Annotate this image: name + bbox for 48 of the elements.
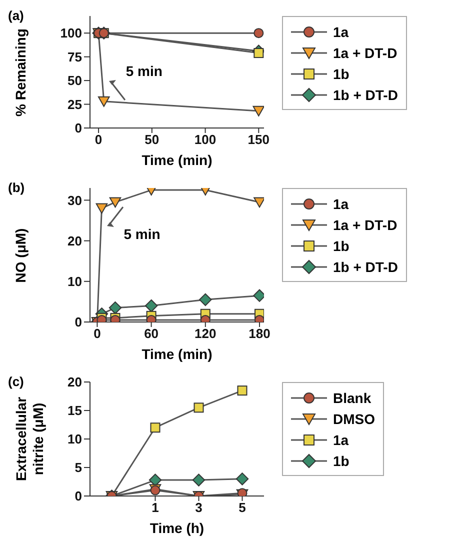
y-tick-label: 0 bbox=[74, 120, 82, 136]
y-tick-label: 100 bbox=[60, 26, 82, 41]
legend-label: 1b + DT-D bbox=[332, 86, 398, 104]
y-tick-label: 75 bbox=[68, 49, 82, 64]
x-tick-label: 180 bbox=[248, 326, 270, 342]
chart-title: (a) bbox=[8, 8, 24, 23]
x-tick-label: 100 bbox=[194, 132, 216, 148]
x-axis-title: Time (min) bbox=[140, 152, 214, 168]
y-axis-title: Extracellular nitrite (μM) bbox=[13, 396, 47, 482]
legend-label: 1b bbox=[332, 452, 350, 470]
chart-title: (b) bbox=[8, 180, 25, 195]
legend-label: 1a bbox=[332, 430, 350, 450]
legend-label: DMSO bbox=[332, 410, 375, 428]
y-axis-title: NO (μM) bbox=[12, 228, 30, 282]
x-tick-label: 120 bbox=[194, 326, 216, 342]
x-tick-label: 60 bbox=[144, 326, 159, 342]
legend-label: 1a bbox=[332, 194, 350, 214]
y-tick-label: 0 bbox=[74, 314, 82, 330]
x-tick-label: 50 bbox=[144, 132, 160, 148]
legend-label: 1a + DT-D bbox=[332, 44, 398, 62]
x-axis-title: Time (min) bbox=[140, 346, 214, 362]
x-tick-label: 3 bbox=[195, 500, 202, 516]
y-tick-label: 20 bbox=[68, 233, 82, 248]
x-axis-title: Time (h) bbox=[148, 520, 206, 536]
legend-label: 1b bbox=[332, 236, 350, 256]
y-tick-label: 25 bbox=[68, 96, 82, 112]
y-tick-label: 10 bbox=[68, 274, 82, 290]
annotation: 5 min bbox=[126, 63, 162, 80]
chart-title: (c) bbox=[8, 374, 24, 389]
x-tick-label: 150 bbox=[248, 132, 270, 148]
legend-label: 1b bbox=[332, 64, 350, 84]
legend-label: 1b + DT-D bbox=[332, 258, 398, 276]
x-tick-label: 0 bbox=[94, 326, 101, 342]
x-tick-label: 0 bbox=[94, 132, 102, 148]
y-tick-label: 30 bbox=[68, 192, 82, 208]
y-tick-label: 0 bbox=[74, 488, 82, 504]
legend-label: Blank bbox=[332, 388, 372, 408]
y-axis-title: % Remaining bbox=[12, 28, 30, 116]
y-tick-label: 5 bbox=[74, 460, 82, 476]
y-tick-label: 20 bbox=[68, 374, 82, 390]
x-tick-label: 1 bbox=[152, 500, 159, 516]
y-tick-label: 15 bbox=[68, 403, 82, 418]
y-tick-label: 10 bbox=[68, 432, 82, 447]
x-tick-label: 5 bbox=[238, 500, 246, 516]
annotation: 5 min bbox=[124, 226, 160, 242]
y-tick-label: 50 bbox=[68, 73, 82, 88]
legend-label: 1a + DT-D bbox=[332, 216, 398, 234]
legend-label: 1a bbox=[332, 22, 350, 42]
